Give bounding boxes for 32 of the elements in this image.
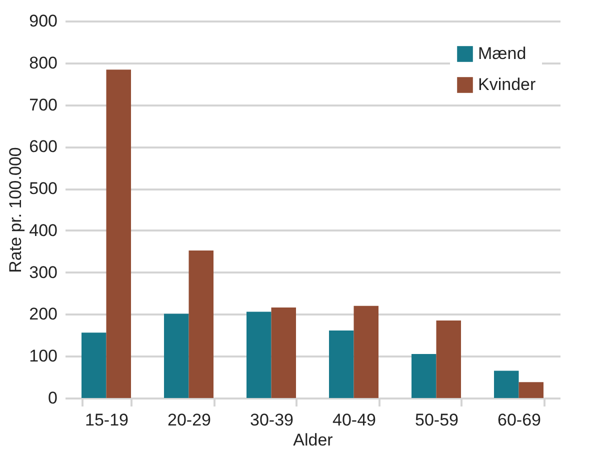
y-tick-label: 300 <box>29 262 58 282</box>
x-tick-label: 20-29 <box>168 410 211 430</box>
bar <box>436 320 461 398</box>
y-tick-label: 500 <box>29 179 58 198</box>
bar <box>188 250 214 398</box>
x-axis-title: Alder <box>293 430 334 450</box>
y-tick-label: 600 <box>29 137 58 156</box>
y-tick-label: 800 <box>29 53 58 72</box>
y-tick-label: 700 <box>29 95 58 114</box>
y-tick-label: 100 <box>29 346 58 366</box>
y-tick-label: 900 <box>29 12 58 30</box>
bar <box>329 330 354 398</box>
bar <box>164 314 189 398</box>
bar <box>412 354 436 398</box>
y-tick-label: 400 <box>29 220 58 240</box>
bar <box>354 306 378 398</box>
y-tick-label: 0 <box>48 388 58 408</box>
x-tick-label: 60-69 <box>498 410 541 430</box>
legend-label: Mænd <box>478 44 526 63</box>
bar <box>246 312 272 398</box>
legend-label: Kvinder <box>478 75 536 94</box>
y-tick-label: 200 <box>29 304 58 324</box>
x-tick-label: 15-19 <box>85 410 128 430</box>
bar <box>271 308 296 398</box>
bar <box>82 332 106 398</box>
bar <box>494 370 519 398</box>
x-tick-label: 50-59 <box>415 410 458 430</box>
bar <box>518 382 544 398</box>
x-tick-label: 30-39 <box>250 410 294 430</box>
x-tick-label: 40-49 <box>332 410 376 430</box>
bar <box>106 70 131 398</box>
y-axis-title: Rate pr. 100.000 <box>6 147 26 273</box>
